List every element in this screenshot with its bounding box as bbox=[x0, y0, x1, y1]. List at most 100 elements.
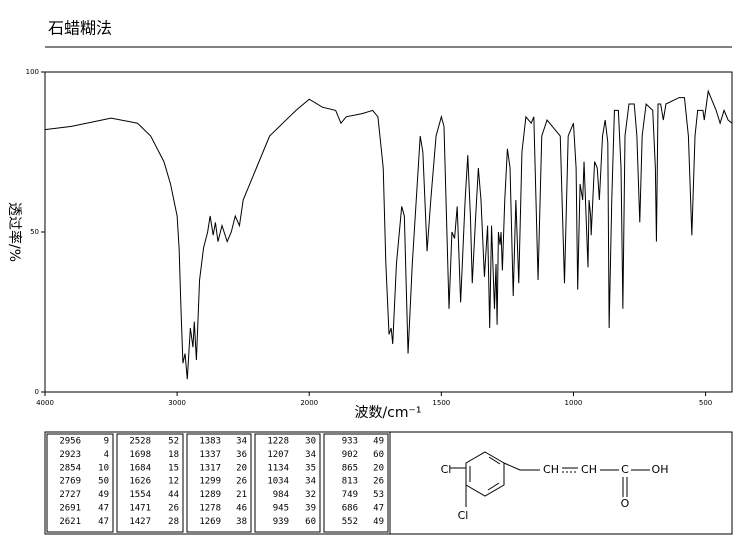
transmittance: 34 bbox=[305, 477, 316, 487]
transmittance: 44 bbox=[168, 490, 179, 500]
atom-label: OH bbox=[652, 463, 669, 476]
table-column bbox=[46, 433, 114, 533]
wavenumber: 1383 bbox=[199, 437, 221, 447]
y-tick-label: 0 bbox=[35, 388, 39, 396]
wavenumber: 1134 bbox=[267, 463, 289, 473]
atom-label: Cl bbox=[458, 509, 469, 522]
table-column bbox=[116, 433, 184, 533]
spectrum-line bbox=[44, 89, 733, 380]
transmittance: 47 bbox=[373, 504, 384, 514]
wavenumber: 2528 bbox=[129, 437, 151, 447]
transmittance: 49 bbox=[373, 517, 384, 527]
wavenumber: 1278 bbox=[199, 504, 221, 514]
wavenumber: 1289 bbox=[199, 490, 221, 500]
transmittance: 26 bbox=[236, 477, 247, 487]
wavenumber: 1317 bbox=[199, 463, 221, 473]
wavenumber: 1299 bbox=[199, 477, 221, 487]
wavenumber: 902 bbox=[342, 450, 358, 460]
transmittance: 34 bbox=[305, 450, 316, 460]
atom-label: Cl bbox=[441, 463, 452, 476]
transmittance: 18 bbox=[168, 450, 179, 460]
wavenumber: 2769 bbox=[59, 477, 81, 487]
table-column bbox=[254, 433, 321, 533]
wavenumber: 1228 bbox=[267, 437, 289, 447]
transmittance: 39 bbox=[305, 504, 316, 514]
transmittance: 60 bbox=[373, 450, 384, 460]
x-tick-label: 500 bbox=[699, 399, 712, 407]
transmittance: 15 bbox=[168, 463, 179, 473]
wavenumber: 1034 bbox=[267, 477, 289, 487]
transmittance: 20 bbox=[236, 463, 247, 473]
wavenumber: 865 bbox=[342, 463, 358, 473]
wavenumber: 686 bbox=[342, 504, 358, 514]
transmittance: 12 bbox=[168, 477, 179, 487]
bond bbox=[488, 456, 501, 465]
wavenumber: 2854 bbox=[59, 463, 81, 473]
wavenumber: 984 bbox=[273, 490, 289, 500]
wavenumber: 2691 bbox=[59, 504, 81, 514]
wavenumber: 1554 bbox=[129, 490, 151, 500]
transmittance: 30 bbox=[305, 437, 316, 447]
wavenumber: 749 bbox=[342, 490, 358, 500]
wavenumber: 552 bbox=[342, 517, 358, 527]
bond bbox=[487, 482, 500, 491]
transmittance: 36 bbox=[236, 450, 247, 460]
wavenumber: 2621 bbox=[59, 517, 81, 527]
transmittance: 9 bbox=[104, 437, 109, 447]
y-tick-label: 100 bbox=[26, 68, 39, 76]
atom-label: CH bbox=[543, 463, 559, 476]
transmittance: 53 bbox=[373, 490, 384, 500]
x-tick-label: 4000 bbox=[36, 399, 54, 407]
y-tick-label: 50 bbox=[30, 228, 39, 236]
wavenumber: 1427 bbox=[129, 517, 151, 527]
transmittance: 26 bbox=[373, 477, 384, 487]
wavenumber: 939 bbox=[273, 517, 289, 527]
wavenumber: 1626 bbox=[129, 477, 151, 487]
x-tick-label: 1000 bbox=[565, 399, 583, 407]
transmittance: 60 bbox=[305, 517, 316, 527]
bond bbox=[503, 462, 521, 471]
wavenumber: 813 bbox=[342, 477, 358, 487]
transmittance: 4 bbox=[104, 450, 109, 460]
transmittance: 49 bbox=[373, 437, 384, 447]
wavenumber: 1337 bbox=[199, 450, 221, 460]
wavenumber: 2727 bbox=[59, 490, 81, 500]
transmittance: 49 bbox=[98, 490, 109, 500]
wavenumber: 1207 bbox=[267, 450, 289, 460]
transmittance: 47 bbox=[98, 504, 109, 514]
transmittance: 21 bbox=[236, 490, 247, 500]
chart-title: 石蜡糊法 bbox=[48, 19, 112, 38]
structure bbox=[450, 451, 650, 507]
wavenumber: 2923 bbox=[59, 450, 81, 460]
y-axis-label: 透过率/% bbox=[6, 202, 23, 262]
transmittance: 46 bbox=[236, 504, 247, 514]
wavenumber: 1471 bbox=[129, 504, 151, 514]
transmittance: 50 bbox=[98, 477, 109, 487]
transmittance: 38 bbox=[236, 517, 247, 527]
transmittance: 26 bbox=[168, 504, 179, 514]
atom-label: CH bbox=[581, 463, 597, 476]
wavenumber: 933 bbox=[342, 437, 358, 447]
wavenumber: 2956 bbox=[59, 437, 81, 447]
transmittance: 47 bbox=[98, 517, 109, 527]
wavenumber: 945 bbox=[273, 504, 289, 514]
transmittance: 10 bbox=[98, 463, 109, 473]
x-tick-label: 3000 bbox=[168, 399, 186, 407]
plot-frame bbox=[44, 71, 733, 393]
x-tick-label: 2000 bbox=[300, 399, 318, 407]
atom-label: O bbox=[621, 497, 630, 510]
transmittance: 35 bbox=[305, 463, 316, 473]
transmittance: 52 bbox=[168, 437, 179, 447]
wavenumber: 1684 bbox=[129, 463, 151, 473]
x-axis-label: 波数/cm⁻¹ bbox=[354, 405, 421, 421]
wavenumber: 1269 bbox=[199, 517, 221, 527]
table-frame bbox=[44, 431, 733, 535]
transmittance: 32 bbox=[305, 490, 316, 500]
x-tick-label: 1500 bbox=[432, 399, 450, 407]
benzene-ring bbox=[465, 451, 505, 497]
wavenumber: 1698 bbox=[129, 450, 151, 460]
atom-label: C bbox=[621, 463, 629, 476]
transmittance: 20 bbox=[373, 463, 384, 473]
table-column bbox=[186, 433, 252, 533]
